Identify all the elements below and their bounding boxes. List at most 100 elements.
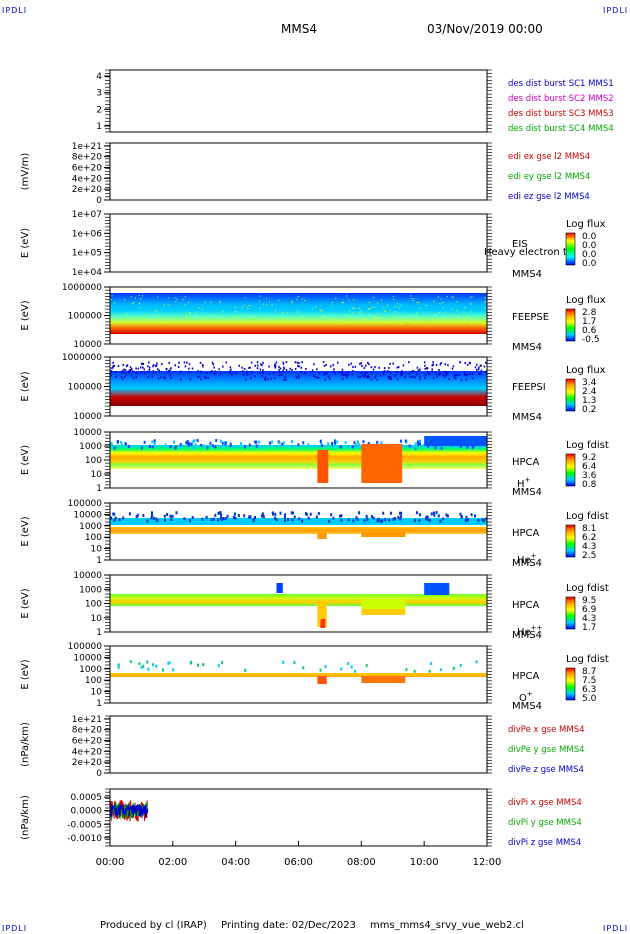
spectrogram-pixel bbox=[336, 440, 339, 444]
instrument-label: FEEPSE bbox=[512, 312, 549, 323]
spectrogram-pixel bbox=[121, 371, 123, 374]
spectrogram-pixel bbox=[446, 296, 448, 298]
spectrogram-pixel bbox=[322, 361, 325, 364]
spectrogram-pixel bbox=[152, 370, 155, 373]
spectrogram-pixel bbox=[404, 439, 407, 443]
spectrogram-pixel bbox=[312, 374, 315, 377]
spectrogram-pixel bbox=[210, 518, 213, 522]
spectrogram-pixel bbox=[249, 515, 252, 519]
spectrogram-pixel bbox=[360, 313, 362, 315]
spectrogram-pixel bbox=[160, 376, 162, 379]
spectrogram-pixel bbox=[200, 443, 203, 447]
spectrogram-pixel bbox=[321, 310, 323, 312]
spectrogram-pixel bbox=[156, 362, 158, 365]
spectrogram-pixel bbox=[261, 374, 263, 377]
spectrogram-pixel bbox=[126, 364, 129, 367]
spectrogram-pixel bbox=[325, 372, 328, 375]
spectrogram-pixel bbox=[148, 361, 150, 364]
spectrogram-pixel bbox=[222, 365, 224, 368]
y-axis-label: (nPa/km) bbox=[20, 795, 31, 840]
spectrogram-pixel bbox=[155, 664, 158, 668]
spectrogram-pixel bbox=[238, 364, 241, 367]
spectrogram-pixel bbox=[116, 440, 119, 444]
spectrogram-pixel bbox=[270, 377, 273, 380]
spectrogram-pixel bbox=[314, 375, 316, 378]
spectrogram-pixel bbox=[291, 518, 294, 522]
hepp-burst-2 bbox=[361, 597, 406, 611]
y-tick-label: 100000 bbox=[68, 312, 103, 322]
spectrogram-pixel bbox=[140, 298, 142, 300]
x-tick-label: 00:00 bbox=[96, 857, 125, 868]
spectrogram-pixel bbox=[417, 302, 419, 304]
colorbar-title: Log flux bbox=[566, 365, 606, 376]
spacecraft-label: MMS4 bbox=[512, 269, 542, 280]
spectrogram-pixel bbox=[458, 373, 460, 376]
spectrogram-pixel bbox=[375, 374, 377, 377]
spectrogram-pixel bbox=[334, 444, 337, 448]
spectrogram-pixel bbox=[366, 371, 368, 374]
spectrogram-pixel bbox=[189, 313, 191, 315]
spectrogram-pixel bbox=[209, 371, 212, 374]
spectrogram-pixel bbox=[229, 371, 231, 374]
spectrogram-pixel bbox=[272, 372, 275, 375]
heplus-band-high bbox=[110, 518, 487, 525]
spectrogram-pixel bbox=[414, 445, 417, 449]
spectrogram-pixel bbox=[320, 444, 323, 448]
spectrogram-pixel bbox=[383, 367, 386, 370]
spectrogram-pixel bbox=[481, 518, 484, 522]
spectrogram-pixel bbox=[291, 445, 294, 449]
spectrogram-pixel bbox=[124, 442, 127, 446]
spectrogram-pixel bbox=[414, 324, 416, 326]
spectrogram-pixel bbox=[148, 366, 151, 369]
y-tick-label: 1 bbox=[96, 699, 102, 709]
spectrogram-pixel bbox=[350, 322, 352, 324]
spectrogram-pixel bbox=[256, 361, 259, 364]
spectrogram-pixel bbox=[254, 375, 256, 378]
spectrogram-pixel bbox=[384, 321, 386, 323]
spectrogram-pixel bbox=[426, 515, 429, 519]
colorbar-tick-label: 1.7 bbox=[582, 623, 596, 633]
spectrogram-pixel bbox=[416, 366, 419, 369]
spectrogram-pixel bbox=[111, 322, 113, 324]
spectrogram-pixel bbox=[440, 361, 443, 364]
spectrogram-pixel bbox=[295, 376, 298, 379]
spectrogram-pixel bbox=[172, 440, 175, 444]
spectrogram-pixel bbox=[172, 668, 175, 672]
spectrogram-pixel bbox=[130, 368, 133, 371]
y-tick-label: -0.0005 bbox=[67, 820, 102, 830]
spectrogram-pixel bbox=[186, 316, 188, 318]
spectrogram-pixel bbox=[367, 309, 369, 311]
spectrogram-pixel bbox=[428, 373, 431, 376]
spectrogram-pixel bbox=[444, 311, 446, 313]
spectrogram-pixel bbox=[419, 440, 422, 444]
spectrogram-pixel bbox=[242, 313, 244, 315]
y-axis-label: E (eV) bbox=[20, 588, 31, 618]
spectrogram-pixel bbox=[196, 663, 199, 667]
spectrogram-pixel bbox=[319, 309, 321, 311]
spectrogram-pixel bbox=[239, 321, 241, 323]
spectrogram-pixel bbox=[199, 361, 202, 364]
spectrogram-pixel bbox=[282, 312, 284, 314]
spectrogram-pixel bbox=[110, 298, 112, 300]
spectrogram-pixel bbox=[455, 377, 457, 380]
spectrogram-pixel bbox=[399, 304, 401, 306]
spectrogram-pixel bbox=[300, 315, 302, 317]
footer-printing-date: Printing date: 02/Dec/2023 bbox=[221, 920, 357, 931]
spectrogram-pixel bbox=[439, 303, 441, 305]
panel-frame bbox=[109, 69, 488, 133]
spectrogram-pixel bbox=[435, 363, 438, 366]
spectrogram-pixel bbox=[138, 318, 140, 320]
spectrogram-pixel bbox=[245, 378, 247, 381]
spectrogram-pixel bbox=[443, 322, 445, 324]
corner-tag-tl: IPDLI bbox=[2, 6, 28, 15]
colorbar-tick-label: 3.6 bbox=[582, 471, 597, 481]
spectrogram-pixel bbox=[232, 515, 235, 519]
spectrogram-pixel bbox=[423, 361, 426, 364]
spectrogram-pixel bbox=[238, 445, 241, 449]
spectrogram-pixel bbox=[388, 377, 391, 380]
spectrogram-pixel bbox=[203, 316, 205, 318]
y-axis-label: E (eV) bbox=[20, 659, 31, 689]
spectrogram-pixel bbox=[353, 307, 355, 309]
spectrogram-pixel bbox=[485, 370, 487, 373]
spectrogram-pixel bbox=[445, 373, 447, 376]
